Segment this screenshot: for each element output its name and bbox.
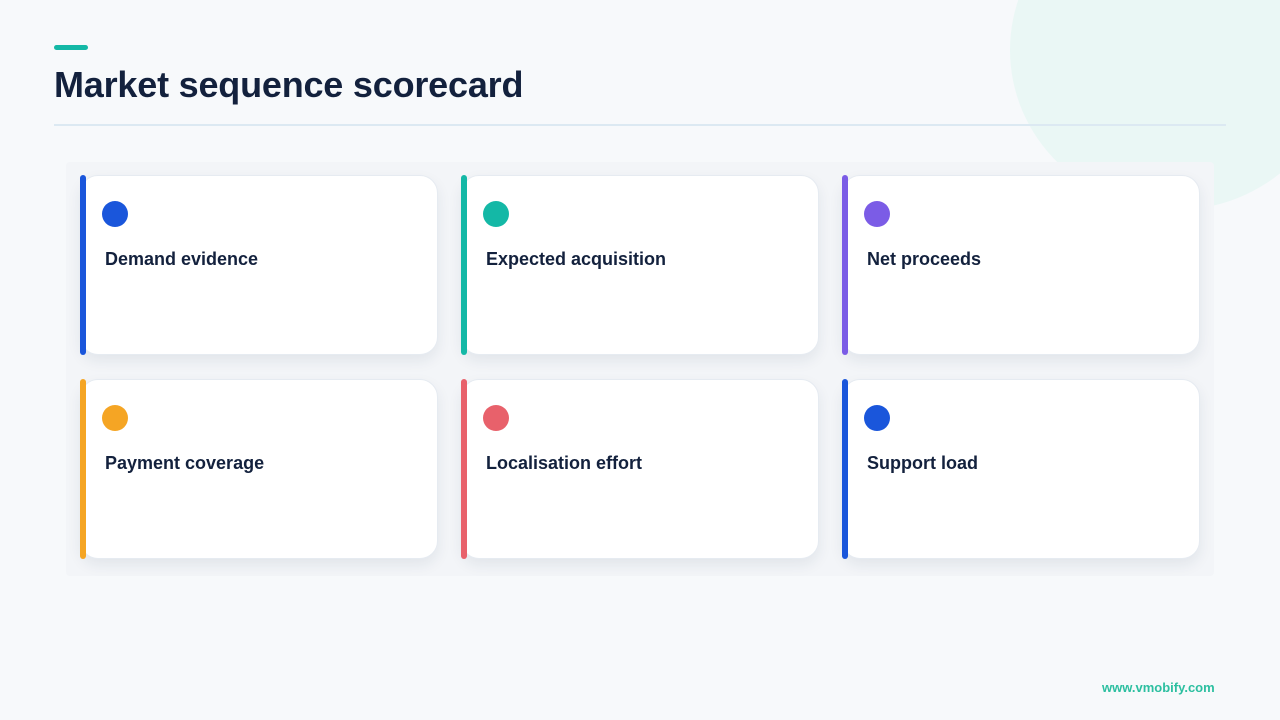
card-color-stripe bbox=[842, 175, 848, 355]
card-label: Net proceeds bbox=[867, 249, 982, 269]
card-label: Localisation effort bbox=[486, 453, 643, 473]
card-status-dot bbox=[483, 201, 509, 227]
card-label: Payment coverage bbox=[105, 453, 265, 473]
card-label: Support load bbox=[867, 453, 978, 473]
card-color-stripe bbox=[842, 379, 848, 559]
scorecard-card: Localisation effort bbox=[461, 379, 819, 559]
card-color-stripe bbox=[80, 175, 86, 355]
scorecard-card: Net proceeds bbox=[842, 175, 1200, 355]
card-color-stripe bbox=[80, 379, 86, 559]
scorecard-card: Support load bbox=[842, 379, 1200, 559]
card-status-dot bbox=[864, 405, 890, 431]
scorecard-card: Expected acquisition bbox=[461, 175, 819, 355]
card-status-dot bbox=[483, 405, 509, 431]
card-color-stripe bbox=[461, 175, 467, 355]
title-accent-bar bbox=[54, 45, 88, 50]
scorecard-card: Payment coverage bbox=[80, 379, 438, 559]
card-status-dot bbox=[102, 405, 128, 431]
footer-website-link[interactable]: www.vmobify.com bbox=[1102, 680, 1215, 695]
title-divider bbox=[54, 124, 1226, 126]
card-color-stripe bbox=[461, 379, 467, 559]
card-label: Demand evidence bbox=[105, 249, 259, 269]
card-status-dot bbox=[864, 201, 890, 227]
card-label: Expected acquisition bbox=[486, 249, 667, 269]
page-title: Market sequence scorecard bbox=[54, 64, 524, 105]
scorecard-card: Demand evidence bbox=[80, 175, 438, 355]
card-status-dot bbox=[102, 201, 128, 227]
